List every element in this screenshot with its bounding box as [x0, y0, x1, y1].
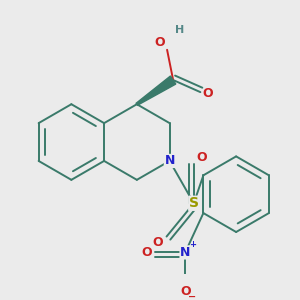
Text: S: S	[189, 196, 199, 210]
Text: N: N	[164, 154, 175, 167]
Text: O: O	[141, 246, 152, 259]
Text: +: +	[189, 240, 196, 249]
Text: −: −	[188, 292, 196, 300]
Polygon shape	[136, 76, 176, 105]
Text: O: O	[154, 36, 165, 49]
Text: O: O	[180, 285, 190, 298]
Text: O: O	[152, 236, 163, 249]
Text: H: H	[175, 25, 184, 35]
Text: O: O	[196, 151, 207, 164]
Text: N: N	[180, 246, 190, 259]
Text: O: O	[202, 87, 213, 100]
